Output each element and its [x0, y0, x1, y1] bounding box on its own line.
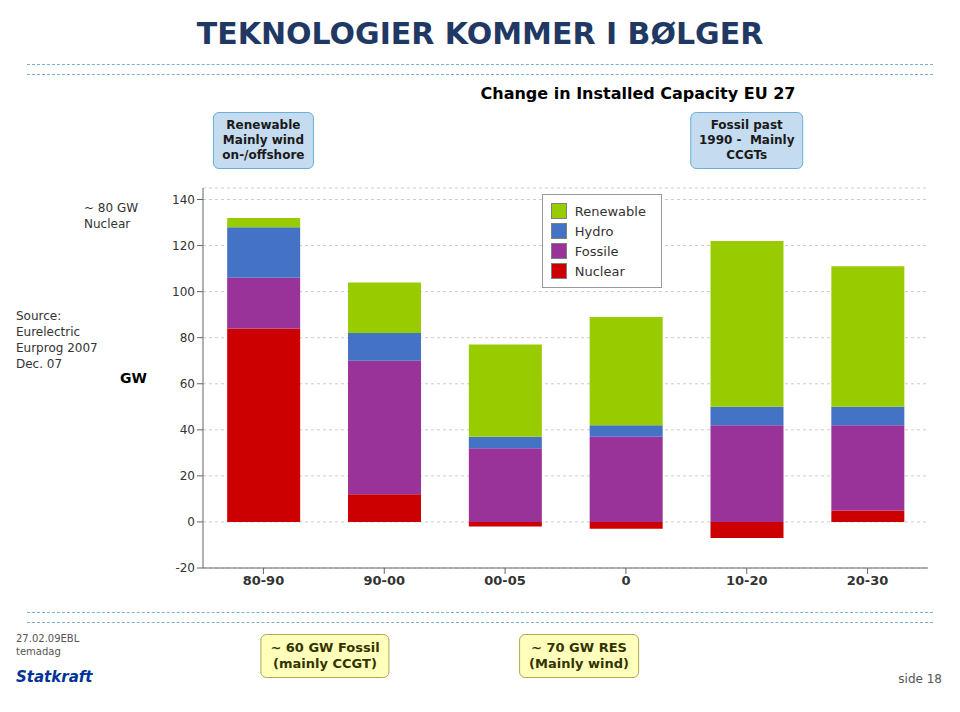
- svg-text:80-90: 80-90: [243, 573, 285, 588]
- svg-text:00-05: 00-05: [484, 573, 526, 588]
- svg-text:20-30: 20-30: [847, 573, 889, 588]
- svg-text:80: 80: [180, 331, 195, 345]
- html-text:~ 80 GW Nuclear: ~ 80 GW Nuclear: [84, 201, 139, 231]
- svg-text:40: 40: [180, 423, 195, 437]
- svg-text:0: 0: [621, 573, 630, 588]
- html-text:side 18: side 18: [898, 672, 942, 686]
- svg-text:100: 100: [172, 285, 195, 299]
- html-text:27.02.09EBL temadag: 27.02.09EBL temadag: [16, 633, 80, 657]
- svg-text:10-20: 10-20: [726, 573, 768, 588]
- html-text:Renewable: Renewable: [574, 203, 646, 219]
- html-text:Change in Installed Capacity E: Change in Installed Capacity EU 27: [480, 84, 796, 103]
- svg-text:90-00: 90-00: [363, 573, 405, 588]
- html-text:Source: Eurelectric Eurprog 20: Source: Eurelectric Eurprog 2007 Dec. 07: [16, 309, 98, 371]
- html-text:Statkraft: Statkraft: [16, 668, 93, 686]
- svg-text:20: 20: [180, 469, 195, 483]
- svg-text:0: 0: [187, 515, 195, 529]
- svg-text:60: 60: [180, 377, 195, 391]
- html-text:Fossile: Fossile: [574, 243, 619, 259]
- svg-text:120: 120: [172, 239, 195, 253]
- html-text:TEKNOLOGIER KOMMER I BØLGER: TEKNOLOGIER KOMMER I BØLGER: [196, 16, 764, 51]
- html-text:Hydro: Hydro: [574, 223, 614, 239]
- html-text:Fossil past 1990 - Mainly CCGT: Fossil past 1990 - Mainly CCGTs: [699, 118, 795, 162]
- html-text:Nuclear: Nuclear: [574, 263, 625, 279]
- svg-text:-20: -20: [175, 561, 195, 575]
- html-text:GW: GW: [120, 370, 147, 386]
- html-text:Renewable Mainly wind on-/offs: Renewable Mainly wind on-/offshore: [222, 118, 305, 162]
- svg-text:140: 140: [172, 193, 195, 207]
- html-text:~ 60 GW Fossil (mainly CCGT): ~ 60 GW Fossil (mainly CCGT): [270, 640, 380, 671]
- html-text:~ 70 GW RES (Mainly wind): ~ 70 GW RES (Mainly wind): [529, 640, 629, 671]
